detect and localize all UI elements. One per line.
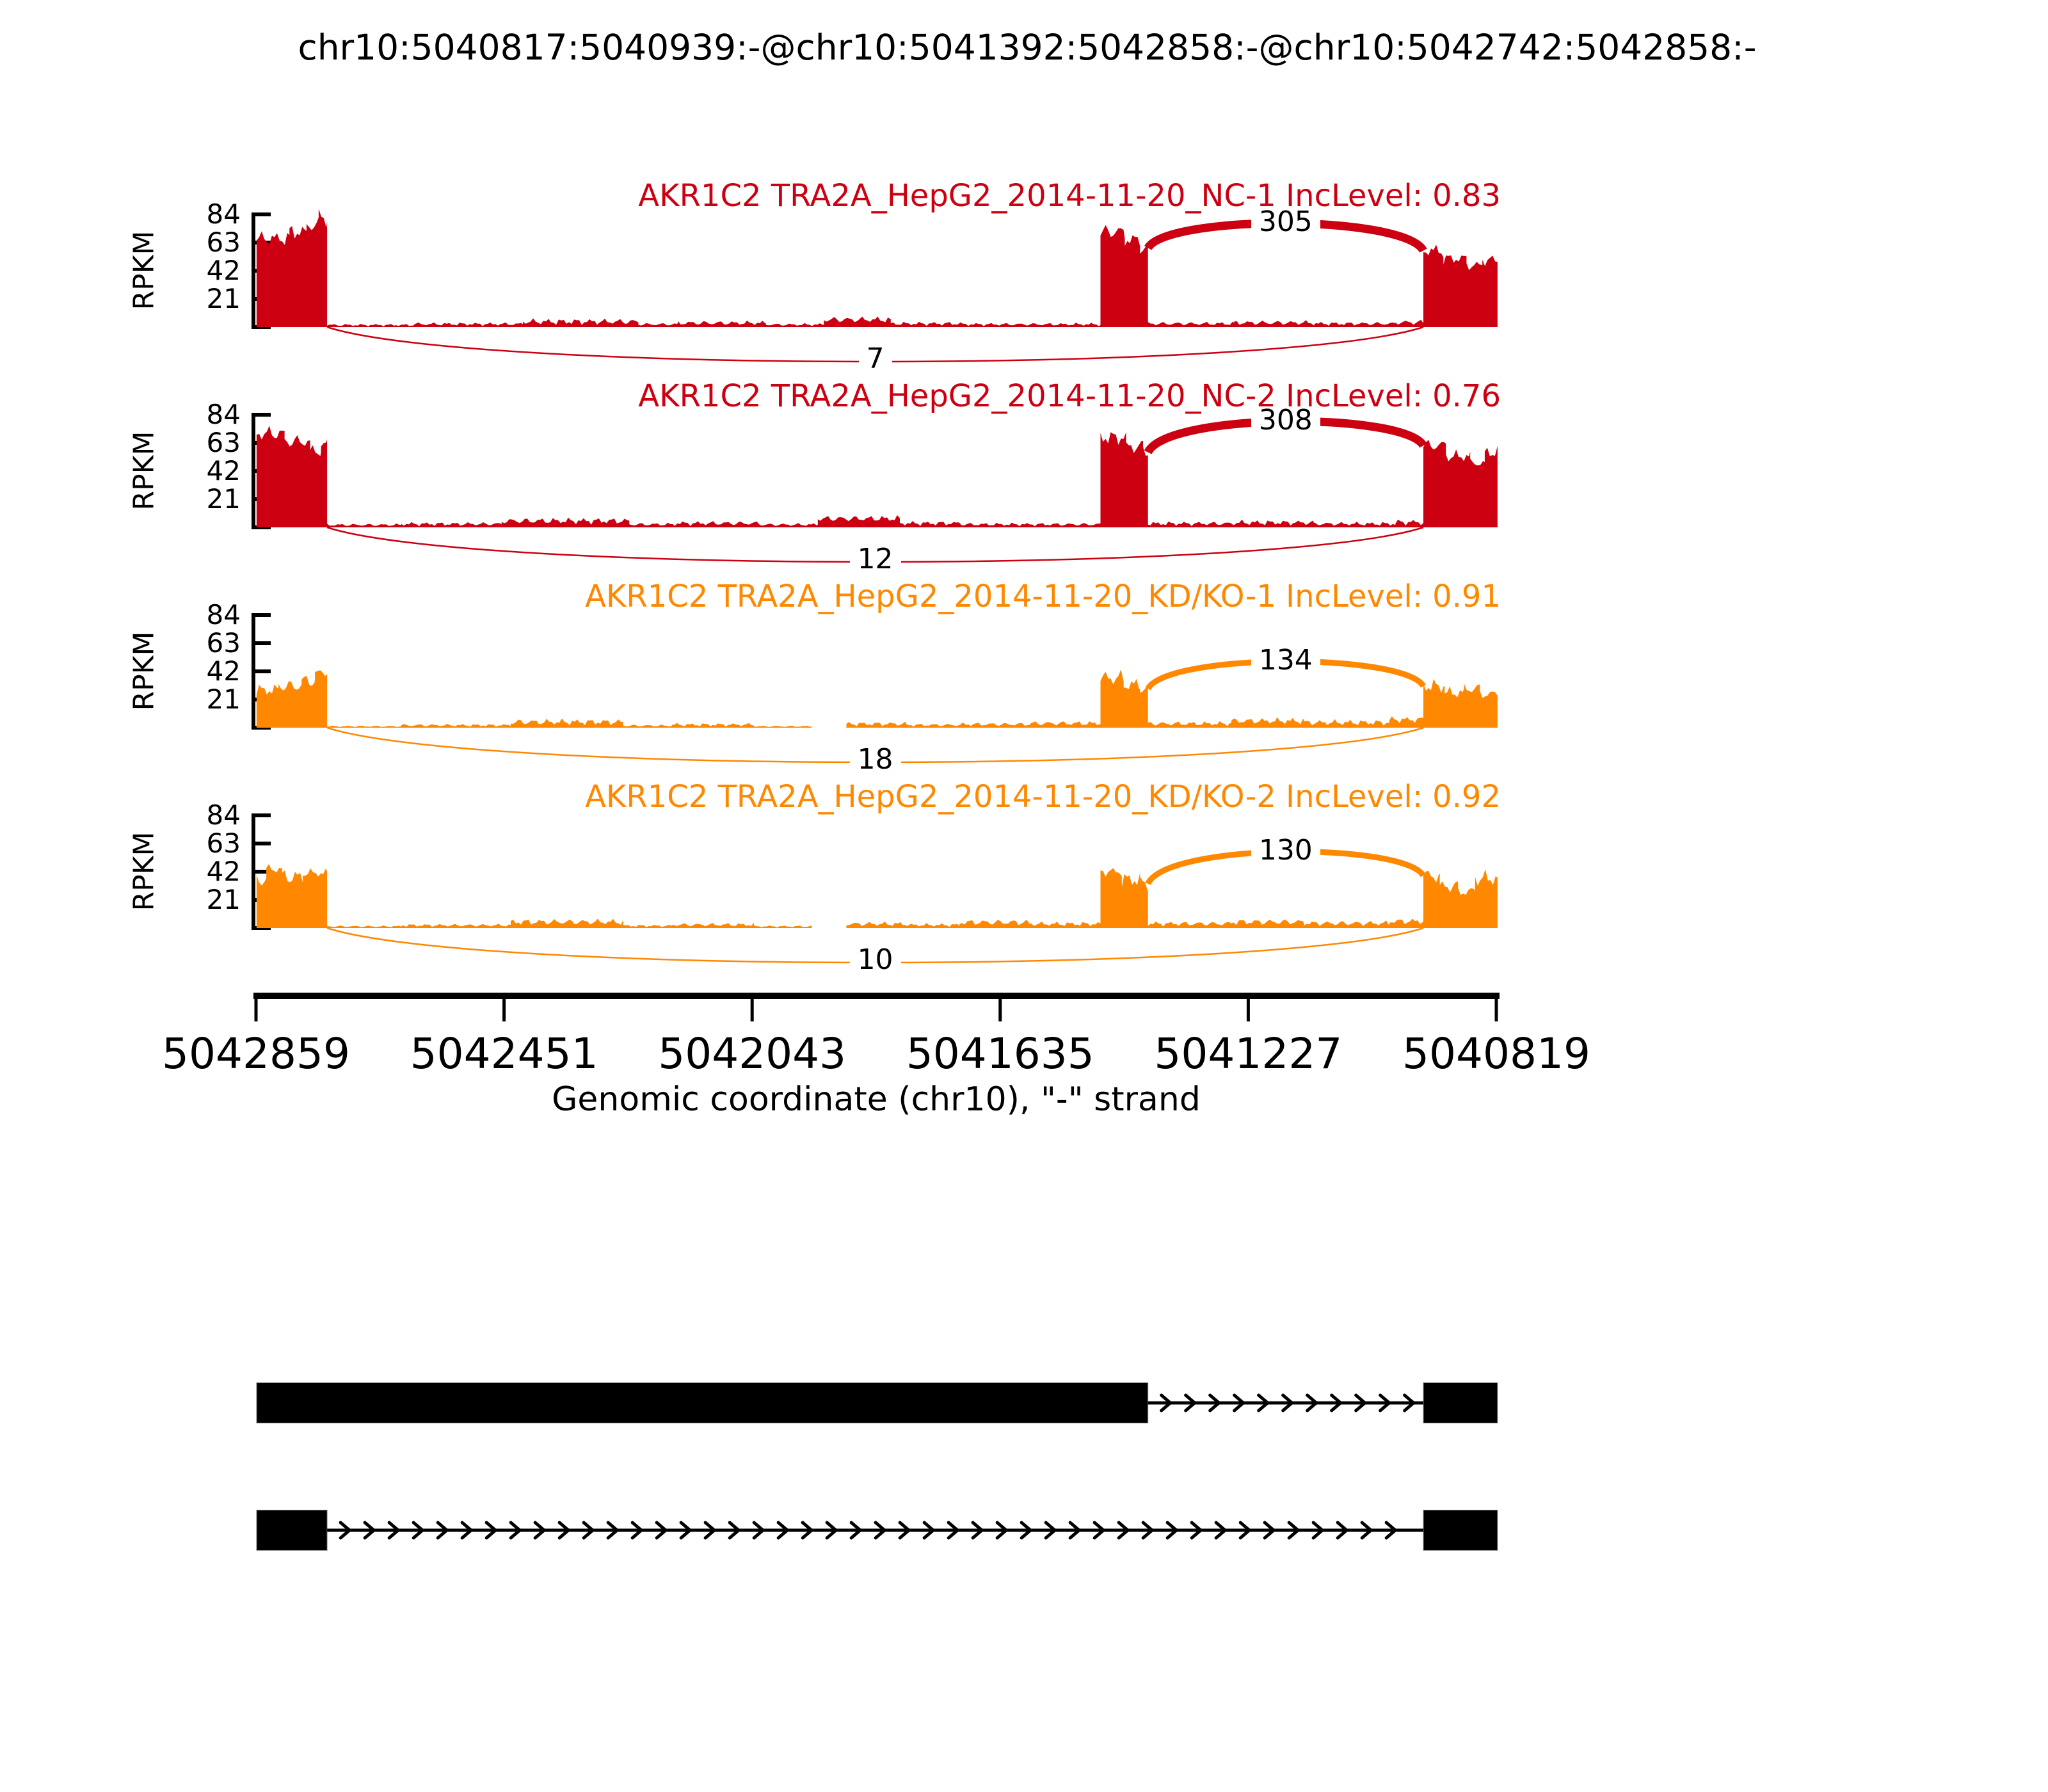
- x-axis-line: [253, 993, 1500, 999]
- y-axis-tick: [255, 813, 271, 817]
- exon-box: [1423, 1510, 1498, 1551]
- coverage-area: [256, 669, 1498, 728]
- inclusion-junction-count: 130: [1251, 836, 1320, 865]
- x-axis-label: Genomic coordinate (chr10), "-" strand: [552, 1080, 1201, 1119]
- skipping-junction-count: 10: [849, 946, 901, 974]
- inclusion-junction-count: 305: [1251, 207, 1320, 236]
- y-tick-label: 21: [206, 283, 241, 314]
- x-axis-tick: [1494, 996, 1498, 1021]
- y-axis-label-rpkm: RPKM: [127, 831, 161, 911]
- y-tick-label: 84: [206, 799, 241, 831]
- y-axis-tick: [255, 842, 271, 845]
- skipping-junction-count: 12: [849, 545, 901, 573]
- track-title-kdko-2: AKR1C2 TRA2A_HepG2_2014-11-20_KD/KO-2 In…: [585, 779, 1501, 815]
- y-tick-label: 84: [206, 198, 241, 230]
- x-tick-label: 5041227: [1154, 1029, 1343, 1078]
- y-axis-label-rpkm: RPKM: [127, 230, 161, 310]
- x-tick-label: 5042859: [162, 1029, 350, 1078]
- y-axis-tick: [255, 641, 271, 645]
- y-tick-label: 21: [206, 884, 241, 915]
- skipping-junction-count: 7: [858, 345, 892, 373]
- y-axis-tick: [255, 613, 271, 617]
- y-tick-label: 42: [206, 856, 241, 887]
- track-title-nc-2: AKR1C2 TRA2A_HepG2_2014-11-20_NC-2 IncLe…: [638, 378, 1501, 414]
- y-tick-label: 42: [206, 255, 241, 286]
- track-title-kdko-1: AKR1C2 TRA2A_HepG2_2014-11-20_KD/KO-1 In…: [585, 579, 1501, 614]
- exon-box: [1423, 1382, 1498, 1423]
- y-tick-label: 42: [206, 455, 241, 486]
- y-tick-label: 84: [206, 599, 241, 630]
- y-axis-label-rpkm: RPKM: [127, 631, 161, 711]
- exon-box: [256, 1510, 328, 1551]
- y-tick-label: 63: [206, 627, 241, 659]
- intron-line: [327, 1528, 1423, 1532]
- x-axis-tick: [1246, 996, 1250, 1021]
- y-axis-label-rpkm: RPKM: [127, 431, 161, 511]
- coverage-area: [256, 426, 1498, 527]
- track-title-nc-1: AKR1C2 TRA2A_HepG2_2014-11-20_NC-1 IncLe…: [638, 178, 1501, 214]
- exon-box: [256, 1382, 1149, 1423]
- y-tick-label: 63: [206, 828, 241, 859]
- x-tick-label: 5042043: [658, 1029, 847, 1078]
- strand-direction-arrows: [339, 1521, 1397, 1540]
- y-axis-spine: [252, 413, 255, 529]
- x-tick-label: 5041635: [906, 1029, 1094, 1078]
- y-axis-tick: [255, 870, 271, 874]
- strand-direction-arrows: [1160, 1393, 1416, 1412]
- intron-line: [1148, 1401, 1423, 1405]
- x-axis-tick: [998, 996, 1002, 1021]
- y-tick-label: 21: [206, 684, 241, 715]
- skipping-junction-count: 18: [849, 746, 901, 774]
- x-axis-tick: [254, 996, 258, 1021]
- y-axis-spine: [252, 813, 255, 930]
- y-tick-label: 21: [206, 483, 241, 515]
- x-tick-label: 5040819: [1402, 1029, 1590, 1078]
- y-axis-spine: [252, 613, 255, 730]
- y-tick-label: 42: [206, 655, 241, 687]
- x-tick-label: 5042451: [410, 1029, 598, 1078]
- y-axis-spine: [252, 212, 255, 329]
- y-tick-label: 84: [206, 399, 241, 430]
- x-axis-tick: [502, 996, 506, 1021]
- y-axis-tick: [255, 212, 271, 216]
- y-tick-label: 63: [206, 427, 241, 458]
- x-axis-tick: [750, 996, 754, 1021]
- y-tick-label: 63: [206, 227, 241, 258]
- inclusion-junction-count: 308: [1251, 406, 1320, 435]
- coverage-area: [256, 864, 1498, 928]
- y-axis-tick: [255, 413, 271, 417]
- y-axis-tick: [255, 669, 271, 673]
- figure-title: chr10:5040817:5040939:-@chr10:5041392:50…: [298, 27, 1757, 68]
- inclusion-junction-count: 134: [1251, 646, 1320, 675]
